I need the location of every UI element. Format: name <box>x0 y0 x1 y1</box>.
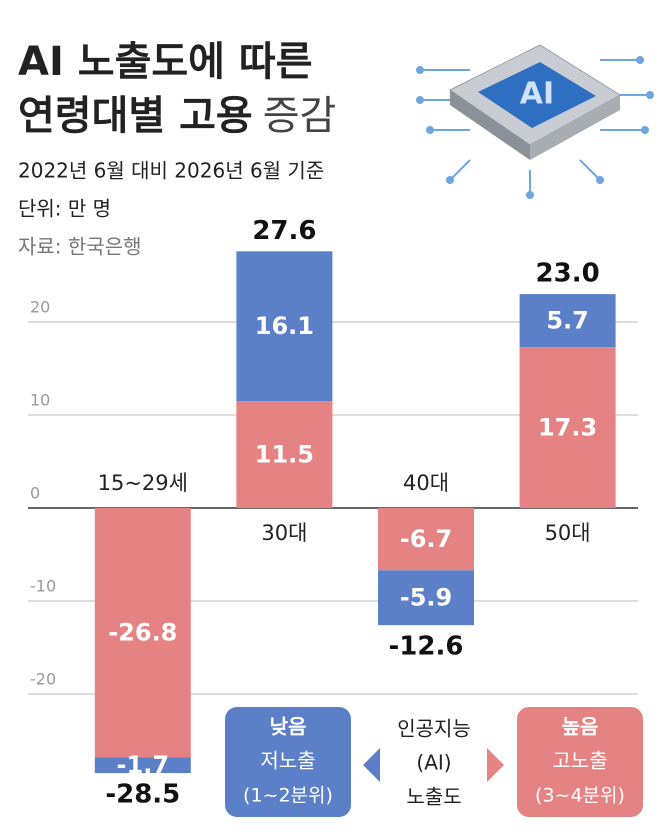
bar-segment <box>519 294 616 348</box>
legend-name: 높음 <box>562 715 599 739</box>
bar-segment <box>236 401 333 508</box>
legend-label: 고노출 <box>552 749 607 773</box>
legend-name: 낮음 <box>270 715 307 739</box>
segment-label: -1.7 <box>117 751 169 779</box>
segment-label: -5.9 <box>400 584 452 612</box>
chart-title-line: AI 노출도에 따른 <box>18 39 313 85</box>
total-label: -12.6 <box>389 632 464 662</box>
legend-title: 인공지능 <box>397 717 471 741</box>
segment-label: -6.7 <box>400 525 452 553</box>
y-tick-label: 20 <box>30 298 50 317</box>
chart-title-part: 연령대별 고용 <box>18 93 253 139</box>
legend-range: (1~2분위) <box>243 785 333 807</box>
segment-label: 11.5 <box>255 441 314 469</box>
chart-title-part: 증감 <box>263 93 337 139</box>
segment-label: 16.1 <box>255 312 314 340</box>
bar-segment <box>378 508 474 571</box>
chip-icon: AI <box>416 44 654 199</box>
legend-title: 노출도 <box>406 785 461 809</box>
y-tick-label: -10 <box>30 577 56 596</box>
segment-label: -26.8 <box>108 619 177 647</box>
bar-segment <box>519 347 616 508</box>
x-tick-label: 50대 <box>545 521 591 545</box>
total-label: -28.5 <box>105 780 180 810</box>
bar-segment <box>236 251 333 402</box>
legend-box <box>517 707 643 817</box>
segment-label: 5.7 <box>546 307 589 335</box>
legend-box <box>225 707 351 817</box>
legend-range: (3~4분위) <box>535 785 625 807</box>
total-label: 23.0 <box>536 259 600 289</box>
bar-segment <box>378 570 474 626</box>
x-tick-label: 15~29세 <box>98 471 188 495</box>
unit: 단위: 만 명 <box>18 197 111 221</box>
segment-label: 17.3 <box>538 414 597 442</box>
total-label: 27.6 <box>252 216 316 246</box>
legend-title: (AI) <box>416 751 451 775</box>
x-tick-label: 40대 <box>403 471 449 495</box>
legend-arrow <box>487 748 504 782</box>
x-tick-label: 30대 <box>261 521 307 545</box>
source: 자료: 한국은행 <box>18 235 142 259</box>
y-tick-label: 0 <box>30 484 40 503</box>
legend-arrow <box>363 748 380 782</box>
bar-segment <box>94 508 191 758</box>
subtitle: 2022년 6월 대비 2026년 6월 기준 <box>18 159 324 183</box>
chip-label: AI <box>520 77 554 112</box>
y-tick-label: -20 <box>30 670 56 689</box>
legend-label: 저노출 <box>260 749 315 773</box>
y-tick-label: 10 <box>30 391 50 410</box>
bar-segment <box>94 757 191 774</box>
chart-title-line: 연령대별 고용 증감 <box>18 93 336 139</box>
